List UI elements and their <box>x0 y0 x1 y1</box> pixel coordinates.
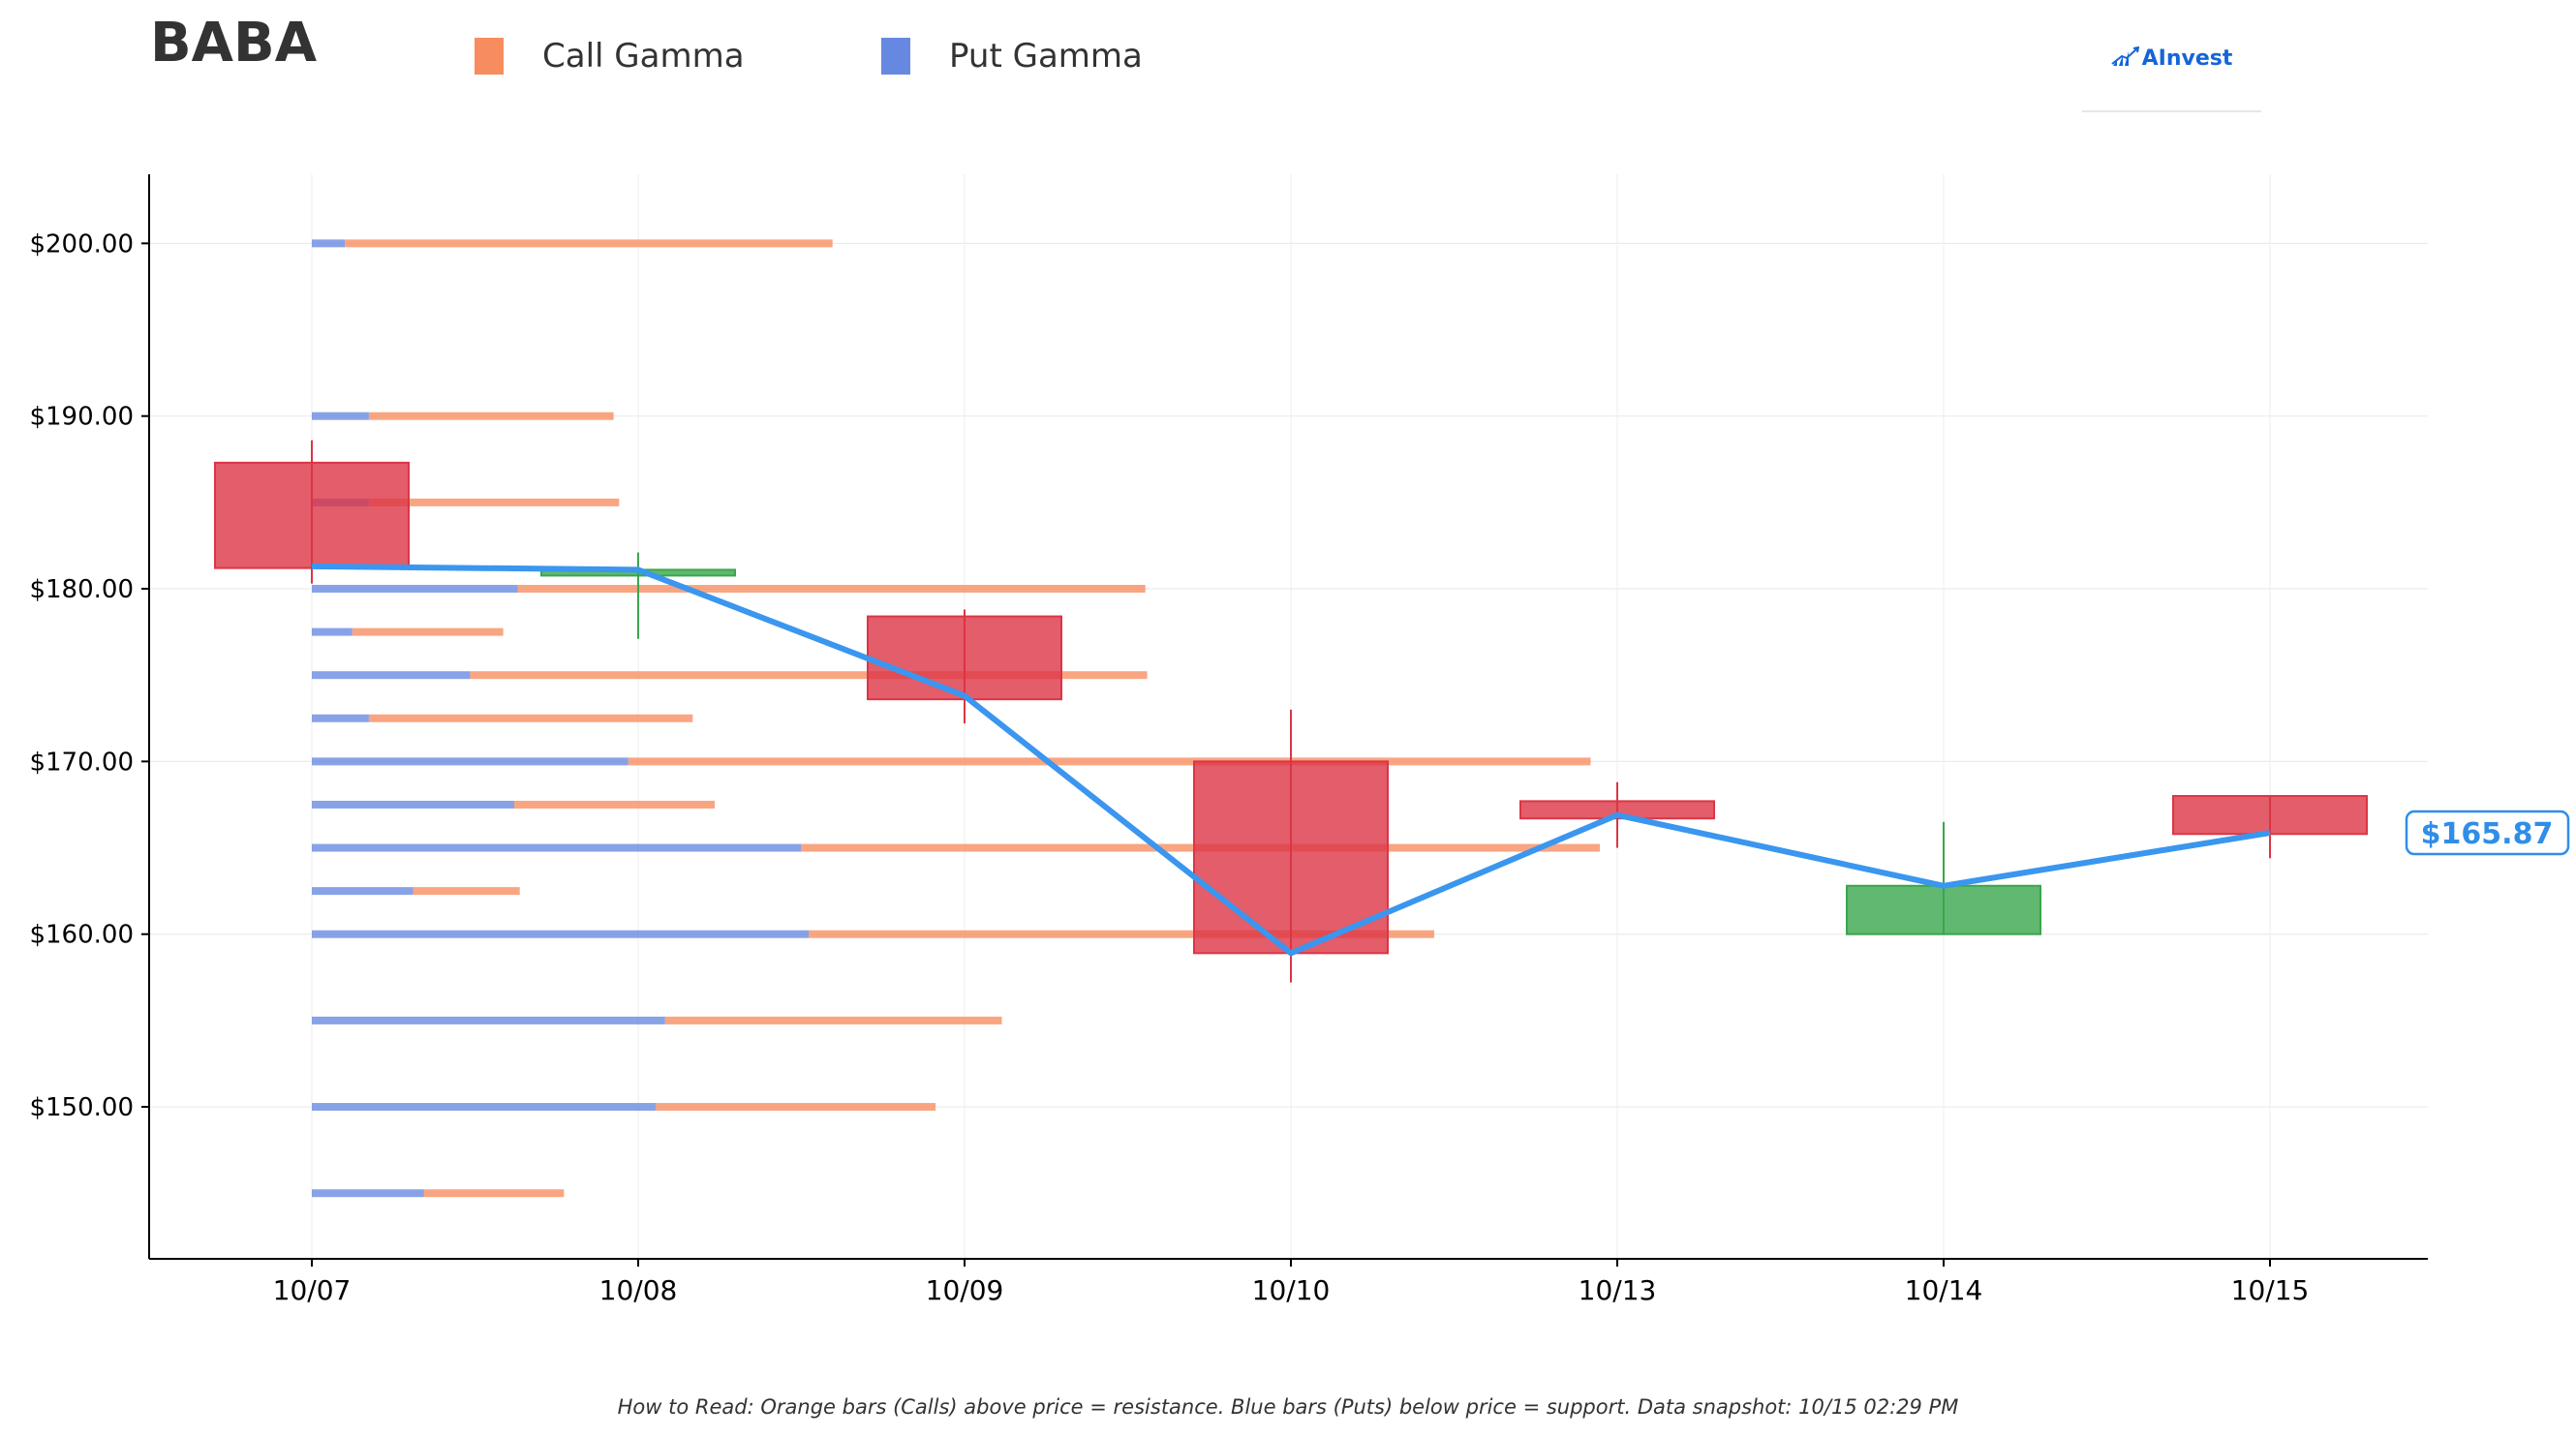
brand-chart-icon <box>2111 46 2139 66</box>
candle-body <box>2172 795 2368 836</box>
put-gamma-bar <box>312 1189 424 1198</box>
price-line <box>311 563 2271 957</box>
x-tick-label: 10/10 <box>1252 1274 1331 1306</box>
put-gamma-bar <box>312 239 346 248</box>
y-tick-label: $150.00 <box>29 1093 134 1122</box>
call-gamma-bar <box>514 800 716 809</box>
put-gamma-bar <box>312 671 471 680</box>
x-tick-label: 10/13 <box>1579 1274 1657 1306</box>
call-gamma-bar <box>809 930 1434 938</box>
call-gamma-bar <box>656 1103 936 1112</box>
legend-call-swatch <box>475 38 504 75</box>
y-tick-label: $190.00 <box>29 403 134 432</box>
footnote: How to Read: Orange bars (Calls) above p… <box>617 1395 1959 1419</box>
legend-call-gamma: Call Gamma <box>475 37 745 76</box>
call-gamma-bar <box>352 627 504 636</box>
y-tick-label: $170.00 <box>29 748 134 777</box>
price-line-layer <box>311 563 2271 957</box>
put-gamma-bar <box>312 757 629 766</box>
put-gamma-bar <box>312 887 414 896</box>
put-gamma-bar <box>312 930 809 938</box>
legend-put-label: Put Gamma <box>949 37 1143 76</box>
put-gamma-bar <box>312 714 369 722</box>
call-gamma-bar <box>368 412 614 420</box>
call-gamma-bar <box>664 1016 1002 1024</box>
call-gamma-bar <box>517 585 1146 594</box>
last-price-label: $165.87 <box>2421 817 2554 851</box>
call-gamma-bar <box>628 757 1591 766</box>
call-gamma-bar <box>470 671 1148 680</box>
put-gamma-bar <box>312 585 518 594</box>
candle-body <box>1193 760 1389 955</box>
call-gamma-bar <box>413 887 520 896</box>
x-tick-label: 10/09 <box>926 1274 1004 1306</box>
x-tick-label: 10/08 <box>599 1274 678 1306</box>
put-gamma-bar <box>312 1103 657 1112</box>
y-tick-label: $180.00 <box>29 575 134 604</box>
put-gamma-bar <box>312 1016 665 1024</box>
x-tick-label: 10/15 <box>2231 1274 2310 1306</box>
put-gamma-bar <box>312 800 514 809</box>
legend-put-gamma: Put Gamma <box>881 37 1143 76</box>
label-layer: $150.00 $160.00 $170.00 $180.00 $190.00 $200.… <box>29 229 2570 1306</box>
plot-area: $150.00 $160.00 $170.00 $180.00 $190.00 $200.… <box>29 174 2570 1306</box>
candle-body <box>1846 884 2041 935</box>
x-tick-label: 10/07 <box>273 1274 352 1306</box>
axis-layer <box>141 174 2428 1267</box>
brand-logo: AInvest <box>2082 39 2261 112</box>
last-price-box <box>2405 810 2570 856</box>
call-gamma-bar <box>368 498 620 506</box>
put-gamma-bar <box>312 412 369 420</box>
candle-body <box>214 461 410 569</box>
candle-body <box>1519 800 1715 820</box>
legend-put-swatch <box>881 38 910 75</box>
candle-layer <box>214 440 2368 983</box>
candle-body <box>867 615 1062 701</box>
call-gamma-bar <box>368 714 693 722</box>
y-tick-label: $200.00 <box>29 229 134 259</box>
put-gamma-bar <box>312 843 802 852</box>
gamma-layer <box>312 239 1600 1198</box>
y-tick-label: $160.00 <box>29 921 134 950</box>
brand-name: AInvest <box>2141 46 2233 71</box>
legend-call-label: Call Gamma <box>542 37 745 76</box>
call-gamma-bar <box>345 239 833 248</box>
x-tick-label: 10/14 <box>1905 1274 1983 1306</box>
call-gamma-bar <box>423 1189 565 1198</box>
put-gamma-bar <box>312 627 353 636</box>
ticker-title: BABA <box>150 12 318 75</box>
